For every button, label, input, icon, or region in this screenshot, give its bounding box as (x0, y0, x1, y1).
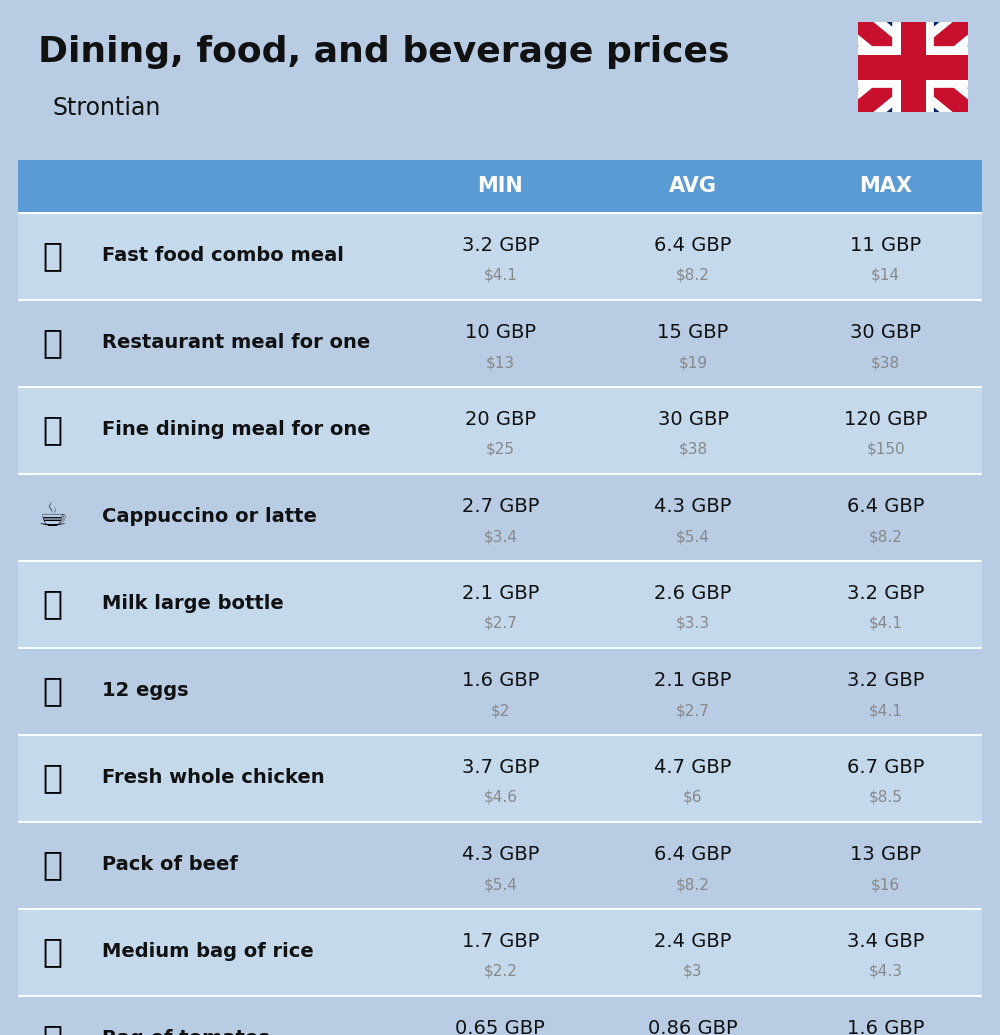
Text: 4.7 GBP: 4.7 GBP (654, 758, 732, 777)
Text: 1.6 GBP: 1.6 GBP (847, 1019, 924, 1035)
Text: 3.7 GBP: 3.7 GBP (462, 758, 539, 777)
Text: 12 eggs: 12 eggs (102, 681, 189, 700)
Text: $4.6: $4.6 (483, 790, 517, 805)
Text: 2.7 GBP: 2.7 GBP (462, 497, 539, 516)
Text: 2.6 GBP: 2.6 GBP (654, 584, 732, 603)
FancyBboxPatch shape (855, 19, 971, 115)
Text: Restaurant meal for one: Restaurant meal for one (102, 333, 370, 352)
Text: 13 GBP: 13 GBP (850, 845, 921, 864)
Text: $2.7: $2.7 (483, 616, 517, 631)
Text: Strontian: Strontian (52, 96, 160, 120)
Text: $6: $6 (683, 790, 703, 805)
Text: $2.7: $2.7 (676, 703, 710, 718)
Text: 🍅: 🍅 (42, 1022, 62, 1035)
Text: $8.5: $8.5 (869, 790, 903, 805)
Text: $8.2: $8.2 (676, 877, 710, 892)
Text: Medium bag of rice: Medium bag of rice (102, 942, 314, 962)
Text: 6.4 GBP: 6.4 GBP (654, 236, 732, 255)
Text: Milk large bottle: Milk large bottle (102, 594, 284, 613)
Text: 11 GBP: 11 GBP (850, 236, 921, 255)
Text: 2.1 GBP: 2.1 GBP (654, 671, 732, 690)
Text: Fresh whole chicken: Fresh whole chicken (102, 768, 325, 787)
Text: $3: $3 (683, 964, 703, 979)
Text: 6.7 GBP: 6.7 GBP (847, 758, 924, 777)
Text: 6.4 GBP: 6.4 GBP (847, 497, 924, 516)
Text: $14: $14 (871, 268, 900, 283)
Text: 🍚: 🍚 (42, 935, 62, 968)
Text: Fine dining meal for one: Fine dining meal for one (102, 420, 371, 439)
Text: MIN: MIN (477, 176, 523, 196)
Text: 🥩: 🥩 (42, 848, 62, 881)
Text: 4.3 GBP: 4.3 GBP (462, 845, 539, 864)
Text: Dining, food, and beverage prices: Dining, food, and beverage prices (38, 35, 730, 69)
Text: $4.1: $4.1 (869, 703, 903, 718)
Text: 2.1 GBP: 2.1 GBP (462, 584, 539, 603)
Text: 3.4 GBP: 3.4 GBP (847, 932, 924, 951)
Text: $8.2: $8.2 (676, 268, 710, 283)
Text: 1.6 GBP: 1.6 GBP (462, 671, 539, 690)
Text: ☕: ☕ (37, 500, 67, 533)
Text: 3.2 GBP: 3.2 GBP (847, 671, 924, 690)
Text: $2.2: $2.2 (483, 964, 517, 979)
Text: Bag of tomatos: Bag of tomatos (102, 1029, 270, 1035)
Text: Pack of beef: Pack of beef (102, 855, 238, 874)
Text: 🥛: 🥛 (42, 587, 62, 620)
Text: $4.1: $4.1 (483, 268, 517, 283)
Text: $3.3: $3.3 (676, 616, 710, 631)
Text: 2.4 GBP: 2.4 GBP (654, 932, 732, 951)
Text: 🥚: 🥚 (42, 674, 62, 707)
Text: 30 GBP: 30 GBP (658, 410, 728, 428)
Text: $16: $16 (871, 877, 900, 892)
Text: $4.3: $4.3 (869, 964, 903, 979)
Text: $5.4: $5.4 (676, 529, 710, 544)
Text: $2: $2 (491, 703, 510, 718)
Text: 120 GBP: 120 GBP (844, 410, 927, 428)
Text: $5.4: $5.4 (483, 877, 517, 892)
Text: 30 GBP: 30 GBP (850, 323, 921, 342)
Text: $3.4: $3.4 (483, 529, 517, 544)
Text: 3.2 GBP: 3.2 GBP (847, 584, 924, 603)
Text: $25: $25 (486, 442, 515, 457)
Text: $38: $38 (678, 442, 708, 457)
Text: AVG: AVG (669, 176, 717, 196)
Text: 10 GBP: 10 GBP (465, 323, 536, 342)
Text: Fast food combo meal: Fast food combo meal (102, 246, 344, 265)
Text: $4.1: $4.1 (869, 616, 903, 631)
Text: 0.65 GBP: 0.65 GBP (455, 1019, 545, 1035)
Text: 1.7 GBP: 1.7 GBP (462, 932, 539, 951)
Text: 6.4 GBP: 6.4 GBP (654, 845, 732, 864)
Text: 🍳: 🍳 (42, 326, 62, 359)
Text: $38: $38 (871, 355, 900, 369)
Text: 4.3 GBP: 4.3 GBP (654, 497, 732, 516)
Text: 0.86 GBP: 0.86 GBP (648, 1019, 738, 1035)
Text: 15 GBP: 15 GBP (657, 323, 729, 342)
Text: 3.2 GBP: 3.2 GBP (462, 236, 539, 255)
Text: 🍗: 🍗 (42, 761, 62, 794)
Text: Cappuccino or latte: Cappuccino or latte (102, 507, 317, 526)
Text: $150: $150 (866, 442, 905, 457)
Text: MAX: MAX (859, 176, 912, 196)
Text: $13: $13 (486, 355, 515, 369)
Text: 🍟: 🍟 (42, 239, 62, 272)
Text: 🍽: 🍽 (42, 413, 62, 446)
Text: $8.2: $8.2 (869, 529, 903, 544)
Text: $19: $19 (678, 355, 708, 369)
Text: 20 GBP: 20 GBP (465, 410, 536, 428)
